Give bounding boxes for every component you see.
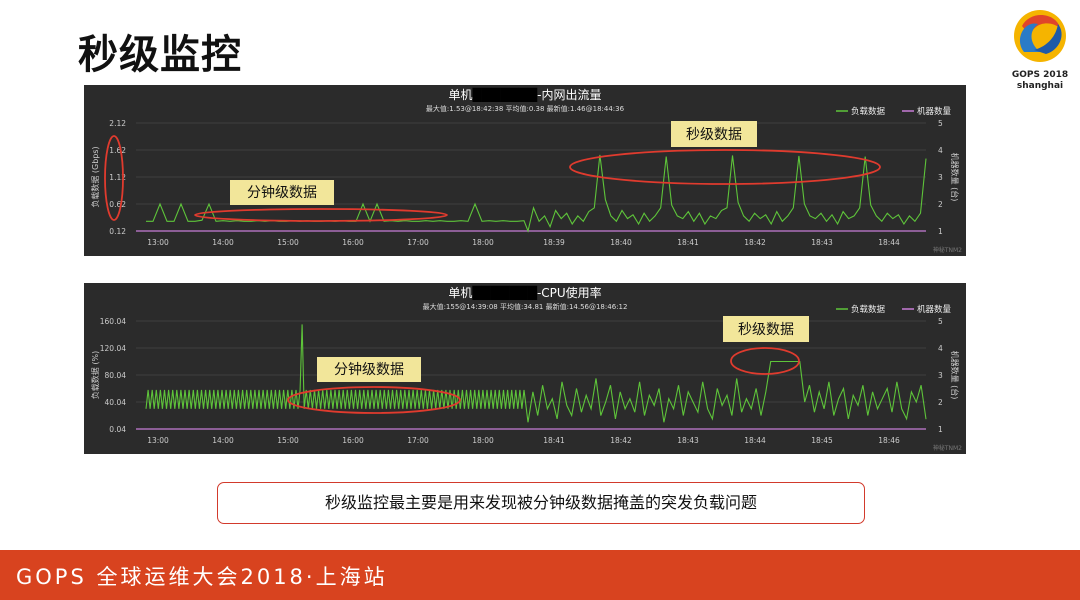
summary-callout-text: 秒级监控最主要是用来发现被分钟级数据掩盖的突发负载问题 [324,493,757,512]
chart-title-suffix: -CPU使用率 [537,285,602,300]
chart-network-out: 单机███████-内网出流量最大值:1.53@18:42:38 平均值:0.3… [84,85,966,256]
legend-label-load: 负载数据 [851,304,886,315]
x-tick-label-second: 18:43 [811,238,833,247]
y-axis-title: 负载数据 (Gbps) [90,146,100,207]
annotation-ellipse-second [569,149,881,185]
y-tick-label: 1.62 [109,146,126,155]
annotation-ellipse-yaxis [104,135,124,221]
chart-title-redaction: ███████ [471,285,537,300]
annotation-ellipse-minute [194,208,448,222]
x-tick-label-second: 18:44 [744,436,766,445]
gops-logo-text: GOPS 2018 shanghai [1004,70,1076,92]
x-tick-label-minute: 13:00 [147,436,169,445]
y-tick-label: 160.04 [100,317,126,326]
x-tick-label-minute: 18:00 [472,436,494,445]
footer-text: GOPS 全球运维大会2018·上海站 [16,565,388,589]
y2-axis-title: 机器数量 (台) [950,351,960,400]
y2-tick-label: 4 [938,344,943,353]
series-load-line [145,324,927,423]
annotation-label-minute-bg [317,357,421,382]
y2-tick-label: 1 [938,227,943,236]
y-tick-label: 80.04 [105,371,127,380]
chart-title-prefix: 单机 [448,286,472,300]
chart-title: 单机███████-内网出流量 [449,87,602,102]
y2-tick-label: 2 [938,398,943,407]
x-tick-label-minute: 15:00 [277,238,299,247]
x-tick-label-minute: 17:00 [407,436,429,445]
page-title: 秒级监控 [78,32,242,78]
x-tick-label-minute: 18:00 [472,238,494,247]
annotation-ellipse-second [730,347,800,375]
y2-tick-label: 3 [938,173,943,182]
x-tick-label-second: 18:46 [878,436,900,445]
annotation-ellipse-minute [287,386,461,414]
y-tick-label: 40.04 [105,398,127,407]
y2-axis-title: 机器数量 (台) [950,153,960,202]
chart-title-prefix: 单机 [449,88,473,102]
chart-watermark: 神秘TNM2 [933,444,962,452]
x-tick-label-minute: 13:00 [147,238,169,247]
footer-banner: GOPS 全球运维大会2018·上海站 [0,550,1080,600]
chart-title-redaction: ███████ [472,87,538,102]
x-tick-label-second: 18:41 [677,238,699,247]
y2-tick-label: 5 [938,317,943,326]
y2-tick-label: 3 [938,371,943,380]
x-tick-label-second: 18:39 [543,238,565,247]
legend-label-load: 负载数据 [851,106,886,117]
logo-line1: GOPS 2018 [1011,70,1069,80]
x-tick-label-minute: 14:00 [212,436,234,445]
y-tick-label: 0.62 [109,200,126,209]
annotation-label-second: 秒级数据 [738,322,794,338]
chart-cpu-usage: 单机███████-CPU使用率最大值:155@14:39:08 平均值:34.… [84,283,966,454]
x-tick-label-minute: 16:00 [342,436,364,445]
y-axis-title: 负载数据 (%) [90,351,100,399]
x-tick-label-second: 18:42 [744,238,766,247]
chart-title: 单机███████-CPU使用率 [448,285,601,300]
annotation-label-minute: 分钟级数据 [247,184,317,201]
chart-subtitle: 最大值:155@14:39:08 平均值:34.81 最新值:14.56@18:… [423,302,628,311]
gops-logo-icon [1014,10,1066,62]
y-tick-label: 2.12 [109,119,126,128]
x-tick-label-minute: 17:00 [407,238,429,247]
x-tick-label-second: 18:40 [610,238,632,247]
annotation-label-second-bg [671,121,757,147]
y2-tick-label: 2 [938,200,943,209]
x-tick-label-second: 18:45 [811,436,833,445]
chart-watermark: 神秘TNM2 [933,246,962,254]
chart-subtitle: 最大值:1.53@18:42:38 平均值:0.38 最新值:1.46@18:4… [426,104,625,113]
y2-tick-label: 1 [938,425,943,434]
annotation-label-second: 秒级数据 [686,127,742,143]
annotation-label-minute: 分钟级数据 [334,361,404,378]
x-tick-label-second: 18:41 [543,436,565,445]
x-tick-label-second: 18:43 [677,436,699,445]
legend-label-machines: 机器数量 [917,304,952,315]
annotation-label-minute-bg [230,180,334,205]
legend-label-machines: 机器数量 [917,106,952,117]
summary-callout: 秒级监控最主要是用来发现被分钟级数据掩盖的突发负载问题 [217,482,865,524]
y2-tick-label: 4 [938,146,943,155]
annotation-label-second-bg [723,316,809,342]
y-tick-label: 0.04 [109,425,126,434]
chart-title-suffix: -内网出流量 [537,88,601,102]
y-tick-label: 120.04 [100,344,126,353]
x-tick-label-minute: 15:00 [277,436,299,445]
y-tick-label: 0.12 [109,227,126,236]
logo-line2: shanghai [1016,81,1064,91]
x-tick-label-minute: 14:00 [212,238,234,247]
x-tick-label-second: 18:42 [610,436,632,445]
y2-tick-label: 5 [938,119,943,128]
x-tick-label-second: 18:44 [878,238,900,247]
x-tick-label-minute: 16:00 [342,238,364,247]
y-tick-label: 1.12 [109,173,126,182]
